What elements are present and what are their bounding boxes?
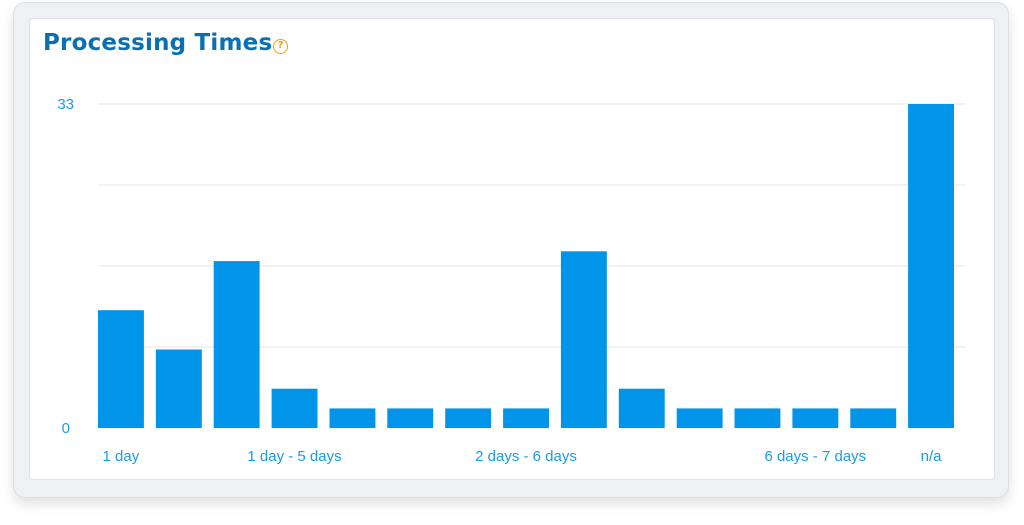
question-circle-icon[interactable]: ? (273, 39, 288, 54)
bar[interactable] (503, 408, 549, 428)
bar[interactable] (271, 388, 318, 428)
bar[interactable] (676, 408, 723, 428)
x-tick-label: n/a (921, 448, 943, 465)
bar[interactable] (734, 408, 781, 428)
bar[interactable] (618, 388, 665, 428)
x-tick-label: 6 days - 7 days (764, 448, 866, 465)
bar[interactable] (155, 349, 202, 429)
page-title: Processing Times (43, 30, 273, 56)
x-tick-label: 1 day - 5 days (247, 448, 341, 465)
x-axis-labels: 1 day 1 day - 5 days 2 days - 6 days 6 days… (103, 448, 943, 465)
bar[interactable] (850, 408, 897, 428)
bar[interactable] (560, 251, 607, 428)
bar[interactable] (98, 310, 144, 428)
bar[interactable] (445, 408, 492, 428)
y-axis-labels: 0 33 (57, 96, 74, 437)
bar[interactable] (213, 261, 260, 428)
y-tick-label: 0 (62, 420, 70, 437)
bar[interactable] (792, 408, 839, 428)
y-tick-label: 33 (57, 96, 74, 113)
bars (98, 104, 954, 428)
bar[interactable] (908, 104, 954, 428)
x-tick-label: 1 day (103, 448, 140, 465)
bar[interactable] (387, 408, 434, 428)
bar[interactable] (329, 408, 376, 428)
x-tick-label: 2 days - 6 days (475, 448, 577, 465)
